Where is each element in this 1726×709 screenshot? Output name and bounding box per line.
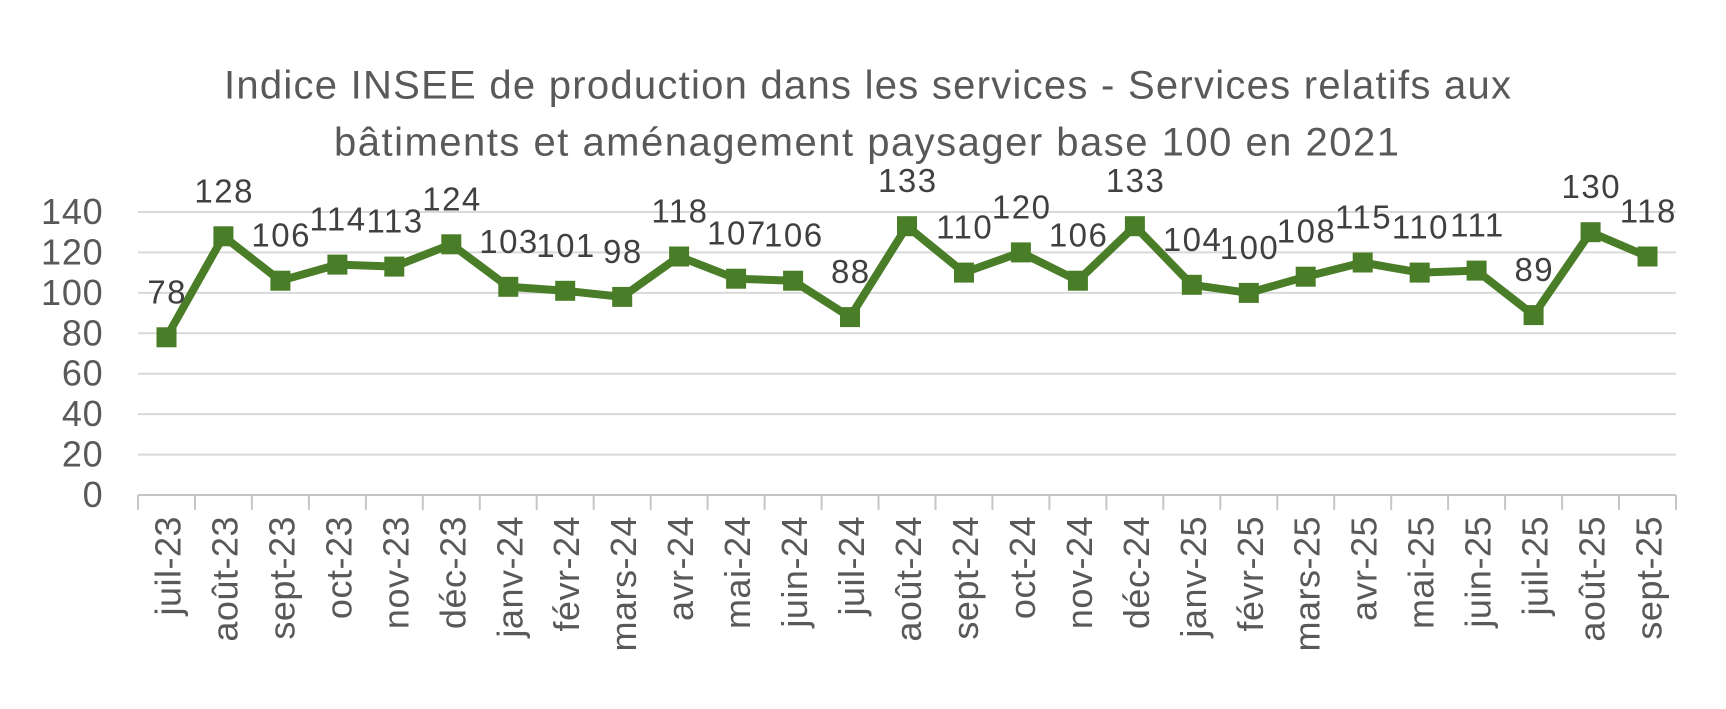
svg-text:107: 107	[707, 215, 767, 252]
svg-text:avr-24: avr-24	[660, 516, 701, 621]
svg-text:78: 78	[147, 273, 187, 310]
svg-text:101: 101	[536, 227, 596, 264]
svg-text:89: 89	[1514, 251, 1554, 288]
svg-text:févr-24: févr-24	[546, 516, 587, 632]
svg-text:oct-23: oct-23	[318, 516, 359, 619]
svg-text:130: 130	[1562, 168, 1622, 205]
svg-text:60: 60	[62, 353, 104, 394]
svg-text:déc-23: déc-23	[432, 516, 473, 629]
svg-text:juil-24: juil-24	[831, 516, 872, 617]
svg-text:nov-24: nov-24	[1059, 516, 1100, 629]
svg-text:120: 120	[992, 188, 1052, 225]
svg-text:100: 100	[1220, 229, 1280, 266]
svg-text:110: 110	[1392, 209, 1449, 246]
svg-text:juil-23: juil-23	[148, 516, 189, 617]
svg-text:janv-24: janv-24	[489, 516, 530, 639]
svg-text:104: 104	[1163, 221, 1223, 258]
svg-text:118: 118	[651, 193, 708, 230]
svg-text:120: 120	[41, 231, 103, 272]
svg-text:128: 128	[194, 172, 254, 209]
svg-text:88: 88	[831, 253, 871, 290]
svg-text:133: 133	[1106, 162, 1166, 199]
svg-text:113: 113	[367, 203, 424, 240]
svg-text:106: 106	[764, 217, 824, 254]
svg-text:sept-25: sept-25	[1629, 516, 1670, 640]
svg-text:40: 40	[62, 393, 104, 434]
svg-text:août-23: août-23	[204, 516, 245, 642]
svg-text:98: 98	[603, 233, 643, 270]
svg-text:avr-25: avr-25	[1344, 516, 1385, 621]
svg-text:déc-24: déc-24	[1116, 516, 1157, 629]
svg-text:sept-23: sept-23	[261, 516, 302, 640]
svg-text:100: 100	[41, 272, 103, 313]
svg-text:oct-24: oct-24	[1002, 516, 1043, 619]
svg-text:nov-23: nov-23	[375, 516, 416, 629]
svg-text:111: 111	[1450, 207, 1505, 244]
svg-text:0: 0	[83, 474, 104, 515]
svg-text:108: 108	[1277, 213, 1337, 250]
svg-text:mars-24: mars-24	[603, 516, 644, 652]
svg-text:118: 118	[1620, 193, 1677, 230]
svg-text:bâtiments et aménagement paysa: bâtiments et aménagement paysager base 1…	[334, 121, 1399, 165]
svg-text:106: 106	[1049, 217, 1109, 254]
svg-text:103: 103	[479, 223, 539, 260]
svg-text:114: 114	[310, 201, 367, 238]
svg-text:sept-24: sept-24	[945, 516, 986, 640]
svg-text:mars-25: mars-25	[1287, 516, 1328, 652]
svg-text:20: 20	[62, 434, 104, 475]
svg-text:mai-25: mai-25	[1401, 516, 1442, 629]
svg-text:juin-25: juin-25	[1458, 516, 1499, 629]
svg-text:140: 140	[41, 191, 103, 232]
svg-text:juin-24: juin-24	[774, 516, 815, 629]
svg-text:mai-24: mai-24	[717, 516, 758, 629]
svg-text:115: 115	[1335, 199, 1392, 236]
svg-text:110: 110	[936, 209, 993, 246]
svg-text:124: 124	[422, 180, 482, 217]
svg-text:133: 133	[878, 162, 938, 199]
svg-text:80: 80	[62, 312, 104, 353]
svg-text:janv-25: janv-25	[1173, 516, 1214, 639]
svg-text:juil-25: juil-25	[1515, 516, 1556, 617]
svg-text:106: 106	[251, 217, 311, 254]
svg-text:août-24: août-24	[888, 516, 929, 642]
svg-text:août-25: août-25	[1572, 516, 1613, 642]
svg-text:févr-25: févr-25	[1230, 516, 1271, 632]
svg-text:Indice INSEE de production dan: Indice INSEE de production dans les serv…	[224, 64, 1511, 108]
